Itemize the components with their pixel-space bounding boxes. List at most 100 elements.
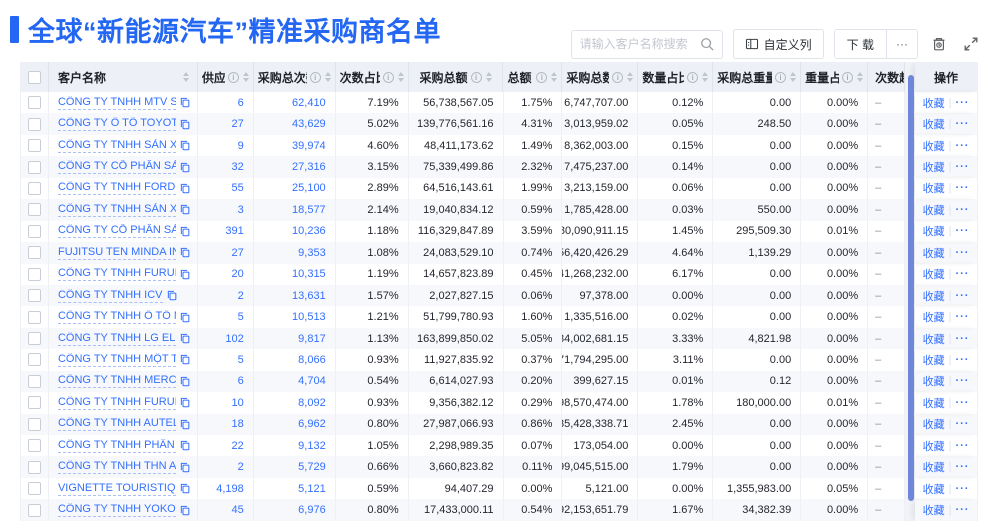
purchase-count-cell[interactable]: 10,513 [254,306,336,328]
purchase-count-cell[interactable]: 5,729 [254,456,336,478]
row-more-button[interactable]: ··· [955,289,970,302]
row-checkbox[interactable] [27,374,41,388]
supplier-count-cell[interactable]: 27 [198,242,254,264]
purchase-count-cell[interactable]: 8,066 [254,349,336,371]
purchase-count-cell[interactable]: 62,410 [254,92,336,114]
favorite-button[interactable]: 收藏 [922,183,945,196]
table-header-cell-weight[interactable]: 采购总重量 i [713,62,802,92]
favorite-button[interactable]: 收藏 [922,333,945,346]
supplier-count-cell[interactable]: 9 [198,134,254,157]
search-input[interactable] [579,37,700,51]
sort-icon[interactable] [790,72,797,82]
table-header-cell-quantity[interactable]: 采购总数量i [562,62,639,92]
row-checkbox[interactable] [27,460,41,474]
row-more-button[interactable]: ··· [955,353,970,366]
row-checkbox[interactable] [27,203,41,217]
table-header-cell-purchase_count[interactable]: 采购总次数i [254,62,336,92]
row-more-button[interactable]: ··· [955,461,970,474]
favorite-button[interactable]: 收藏 [922,119,945,132]
info-icon[interactable]: i [842,71,854,83]
copy-icon[interactable] [180,440,190,451]
table-header-cell-weight_pct[interactable]: 重量占比i [801,62,869,92]
copy-icon[interactable] [180,397,190,408]
sort-icon[interactable] [551,72,558,82]
purchase-count-cell[interactable]: 9,353 [254,242,336,264]
copy-icon[interactable] [180,204,190,215]
supplier-count-cell[interactable]: 102 [198,327,254,350]
row-more-button[interactable]: ··· [955,225,970,238]
copy-icon[interactable] [180,462,190,473]
table-header-cell-supplier[interactable]: 供应商i [198,62,254,92]
customer-search-box[interactable] [570,29,723,59]
favorite-button[interactable]: 收藏 [922,354,945,367]
customer-name-link[interactable]: CÔNG TY Ô TÔ TOYOTA VIỆT ... [57,117,176,132]
copy-icon[interactable] [180,505,190,516]
supplier-count-cell[interactable]: 10 [198,392,254,414]
row-checkbox[interactable] [27,246,41,260]
supplier-count-cell[interactable]: 22 [198,435,254,457]
row-checkbox[interactable] [27,396,41,410]
favorite-button[interactable]: 收藏 [922,269,945,282]
table-header-cell-amount[interactable]: 采购总额 i [409,62,504,92]
row-checkbox[interactable] [27,139,41,153]
copy-icon[interactable] [180,183,190,194]
sort-icon[interactable] [857,72,864,82]
customer-name-link[interactable]: CÔNG TY TNHH LG ELECTRON... [57,331,176,346]
supplier-count-cell[interactable]: 5 [198,349,254,371]
row-checkbox[interactable] [27,417,41,431]
row-checkbox[interactable] [27,160,41,174]
purchase-count-cell[interactable]: 8,092 [254,392,336,414]
sort-icon[interactable] [242,72,249,82]
row-checkbox[interactable] [27,503,41,517]
copy-icon[interactable] [180,97,190,108]
favorite-button[interactable]: 收藏 [922,247,945,260]
sort-icon[interactable] [702,72,709,82]
row-more-button[interactable]: ··· [955,375,970,388]
sort-icon[interactable] [627,72,634,82]
customer-name-link[interactable]: CÔNG TY TNHH Ô TÔ MITSUBI... [57,310,176,325]
supplier-count-cell[interactable]: 6 [198,370,254,393]
row-checkbox[interactable] [27,181,41,195]
favorite-button[interactable]: 收藏 [922,140,945,153]
favorite-button[interactable]: 收藏 [922,162,945,175]
copy-icon[interactable] [180,269,190,280]
purchase-count-cell[interactable]: 13,631 [254,284,336,307]
supplier-count-cell[interactable]: 4,198 [198,477,254,500]
supplier-count-cell[interactable]: 45 [198,499,254,521]
customer-name-link[interactable]: CÔNG TY TNHH ICV [57,288,163,303]
customer-name-link[interactable]: CÔNG TY CỔ PHẦN SẢN XUẤT... [57,224,176,239]
customer-name-link[interactable]: CÔNG TY TNHH MTV SẢN XUẤ... [57,96,176,110]
copy-icon[interactable] [180,333,190,344]
customer-name-link[interactable]: CÔNG TY TNHH PHÂN PHỐI T... [57,438,176,453]
favorite-button[interactable]: 收藏 [922,462,945,475]
copy-icon[interactable] [180,419,190,430]
select-all-checkbox[interactable] [27,70,41,84]
copy-icon[interactable] [180,119,190,130]
row-more-button[interactable]: ··· [955,118,970,131]
favorite-button[interactable]: 收藏 [922,204,945,217]
row-checkbox[interactable] [27,482,41,496]
customer-name-link[interactable]: CÔNG TY TNHH AUTEL VIỆT N... [57,417,176,432]
row-more-button[interactable]: ··· [955,161,970,174]
purchase-count-cell[interactable]: 18,577 [254,199,336,221]
row-more-button[interactable]: ··· [955,418,970,431]
supplier-count-cell[interactable]: 32 [198,156,254,178]
customer-name-link[interactable]: CÔNG TY TNHH SẢN XUẤT VÀ ... [57,139,176,153]
info-icon[interactable]: i [687,71,699,83]
info-icon[interactable]: i [612,71,624,83]
table-header-cell-quantity_pct[interactable]: 数量占比i [638,62,714,92]
copy-icon[interactable] [180,140,190,151]
sort-icon[interactable] [397,72,404,82]
favorite-button[interactable]: 收藏 [922,290,945,303]
purchase-count-cell[interactable]: 10,315 [254,263,336,285]
row-checkbox[interactable] [27,310,41,324]
purchase-count-cell[interactable]: 6,976 [254,499,336,521]
supplier-count-cell[interactable]: 6 [198,92,254,114]
row-checkbox[interactable] [27,439,41,453]
purchase-count-cell[interactable]: 25,100 [254,177,336,200]
info-icon[interactable]: i [227,71,239,83]
purchase-count-cell[interactable]: 10,236 [254,220,336,243]
fullscreen-icon[interactable] [960,33,982,55]
customer-name-link[interactable]: CÔNG TY TNHH THN AUTOPAR... [57,460,176,475]
favorite-button[interactable]: 收藏 [922,419,945,432]
